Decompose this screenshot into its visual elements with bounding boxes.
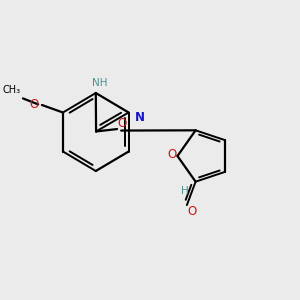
Text: O: O bbox=[167, 148, 176, 161]
Text: CH₃: CH₃ bbox=[2, 85, 21, 95]
Text: H: H bbox=[181, 186, 188, 196]
Text: NH: NH bbox=[92, 78, 108, 88]
Text: O: O bbox=[188, 205, 197, 218]
Text: O: O bbox=[117, 117, 126, 130]
Text: N: N bbox=[135, 111, 145, 124]
Text: O: O bbox=[29, 98, 38, 111]
